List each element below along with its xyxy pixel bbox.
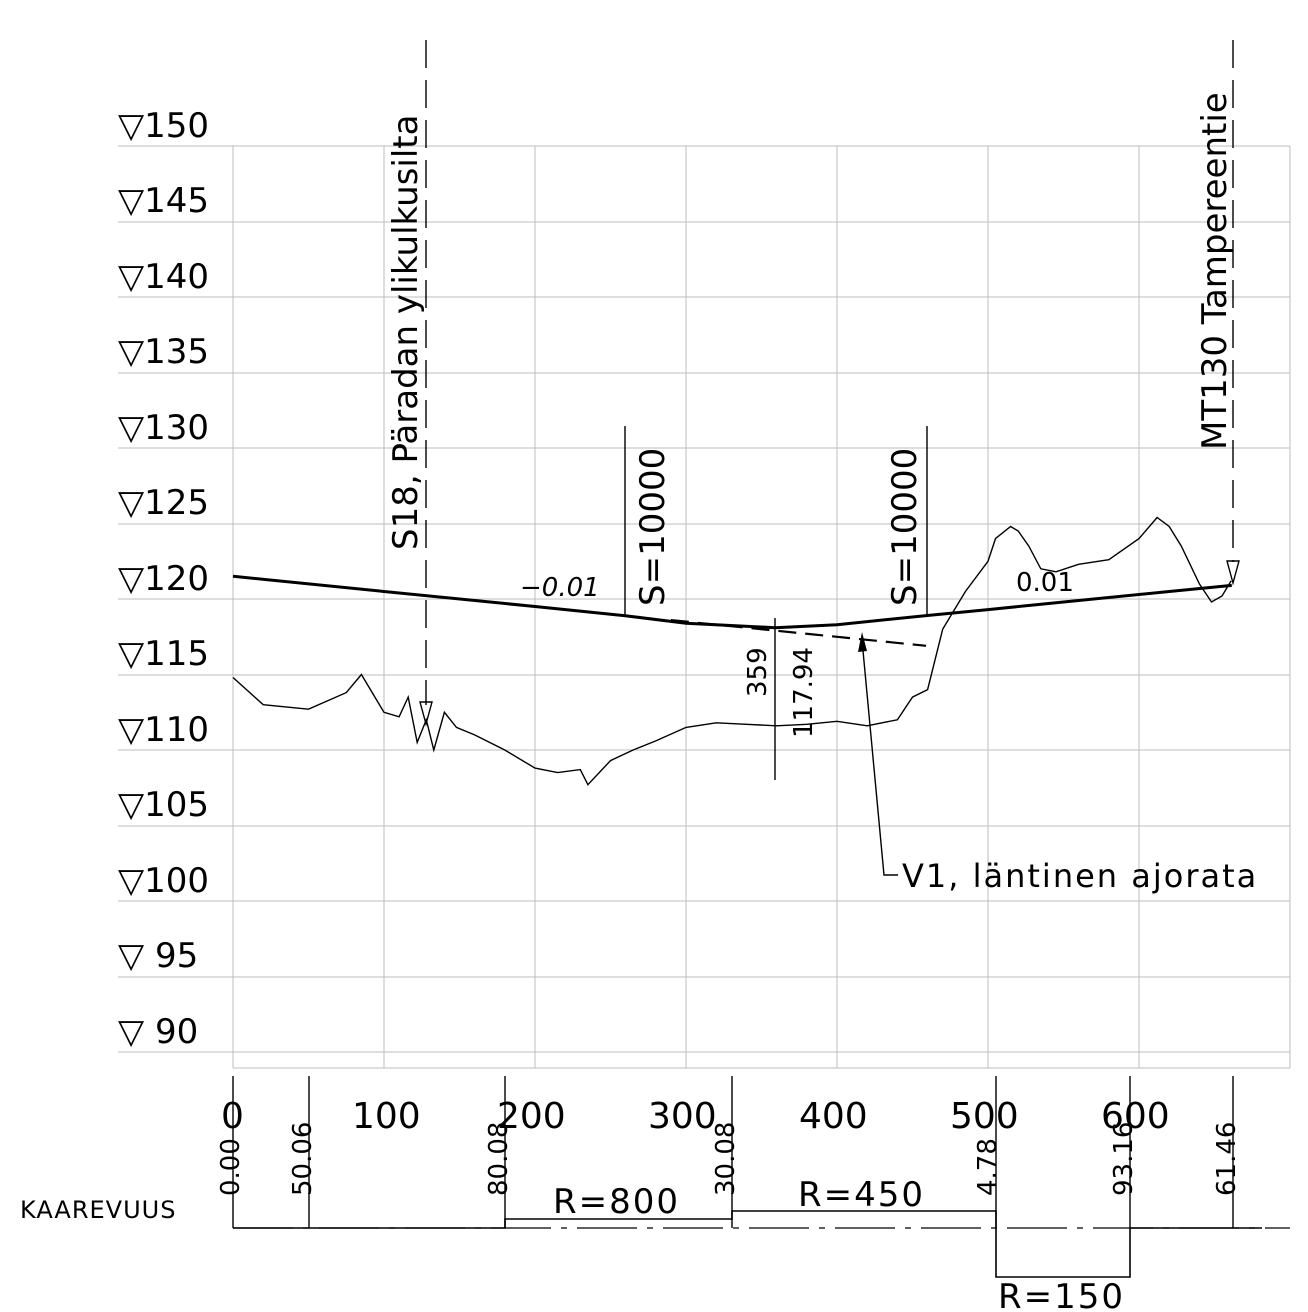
elevation-label-110: ▽110 <box>118 710 209 750</box>
road-label: MT130 Tampereentie <box>1195 92 1235 450</box>
elevation-label-140: ▽140 <box>118 257 209 297</box>
elevation-label-130: ▽130 <box>118 408 209 448</box>
distance-label-500: 500 <box>950 1096 1019 1137</box>
elevation-label-95: ▽ 95 <box>118 936 198 976</box>
curvature-r800: R=800 <box>553 1182 680 1222</box>
elevation-label-105: ▽105 <box>118 785 209 825</box>
curvature-r150: R=150 <box>998 1277 1125 1312</box>
distance-label-400: 400 <box>799 1096 868 1137</box>
curvature-r450: R=450 <box>798 1175 925 1215</box>
low-elevation-label: 117.94 <box>789 647 819 738</box>
curve-right-label: S=10000 <box>885 448 925 606</box>
slope-left-label: −0.01 <box>520 573 600 603</box>
design-grade-line <box>232 574 1232 630</box>
distance-label-200: 200 <box>497 1096 566 1137</box>
leader-arrow-icon <box>858 632 867 652</box>
elevation-label-145: ▽145 <box>118 181 209 221</box>
station-label-4: 30.08 <box>711 1122 741 1196</box>
bridge-marker-icon <box>419 701 433 727</box>
slope-right-label: 0.01 <box>1016 568 1074 598</box>
bridge-label: S18, Päradan ylikulkusilta <box>386 115 426 550</box>
elevation-label-125: ▽125 <box>118 483 209 523</box>
station-label-1: 0.00 <box>216 1138 246 1196</box>
distance-label-600: 600 <box>1101 1096 1170 1137</box>
distance-label-100: 100 <box>352 1096 421 1137</box>
station-label-5: 4.78 <box>973 1138 1003 1196</box>
road-marker-icon <box>1226 560 1240 586</box>
elevation-label-90: ▽ 90 <box>118 1012 198 1052</box>
horizontal-grid <box>118 145 1290 1053</box>
low-station-label: 359 <box>743 647 773 697</box>
elevation-label-100: ▽100 <box>118 861 209 901</box>
curvature-label: KAAREVUUS <box>20 1196 176 1224</box>
elevation-label-115: ▽115 <box>118 634 209 674</box>
station-label-7: 61.46 <box>1212 1122 1242 1196</box>
distance-label-300: 300 <box>648 1096 717 1137</box>
elevation-label-120: ▽120 <box>118 559 209 599</box>
station-label-2: 50.06 <box>288 1122 318 1196</box>
line-name-leader <box>861 639 898 876</box>
station-ticks <box>232 1076 1234 1228</box>
ground-profile-line <box>232 516 1232 786</box>
station-label-3: 80.08 <box>484 1122 514 1196</box>
elevation-label-150: ▽150 <box>118 106 209 146</box>
station-label-6: 93.16 <box>1109 1122 1139 1196</box>
elevation-label-135: ▽135 <box>118 332 209 372</box>
curvature-diagram <box>233 1210 1262 1278</box>
tangent-extension-line <box>670 619 927 647</box>
curve-left-label: S=10000 <box>633 448 673 606</box>
line-name-label: V1, läntinen ajorata <box>902 857 1258 895</box>
distance-label-0: 0 <box>221 1096 244 1137</box>
